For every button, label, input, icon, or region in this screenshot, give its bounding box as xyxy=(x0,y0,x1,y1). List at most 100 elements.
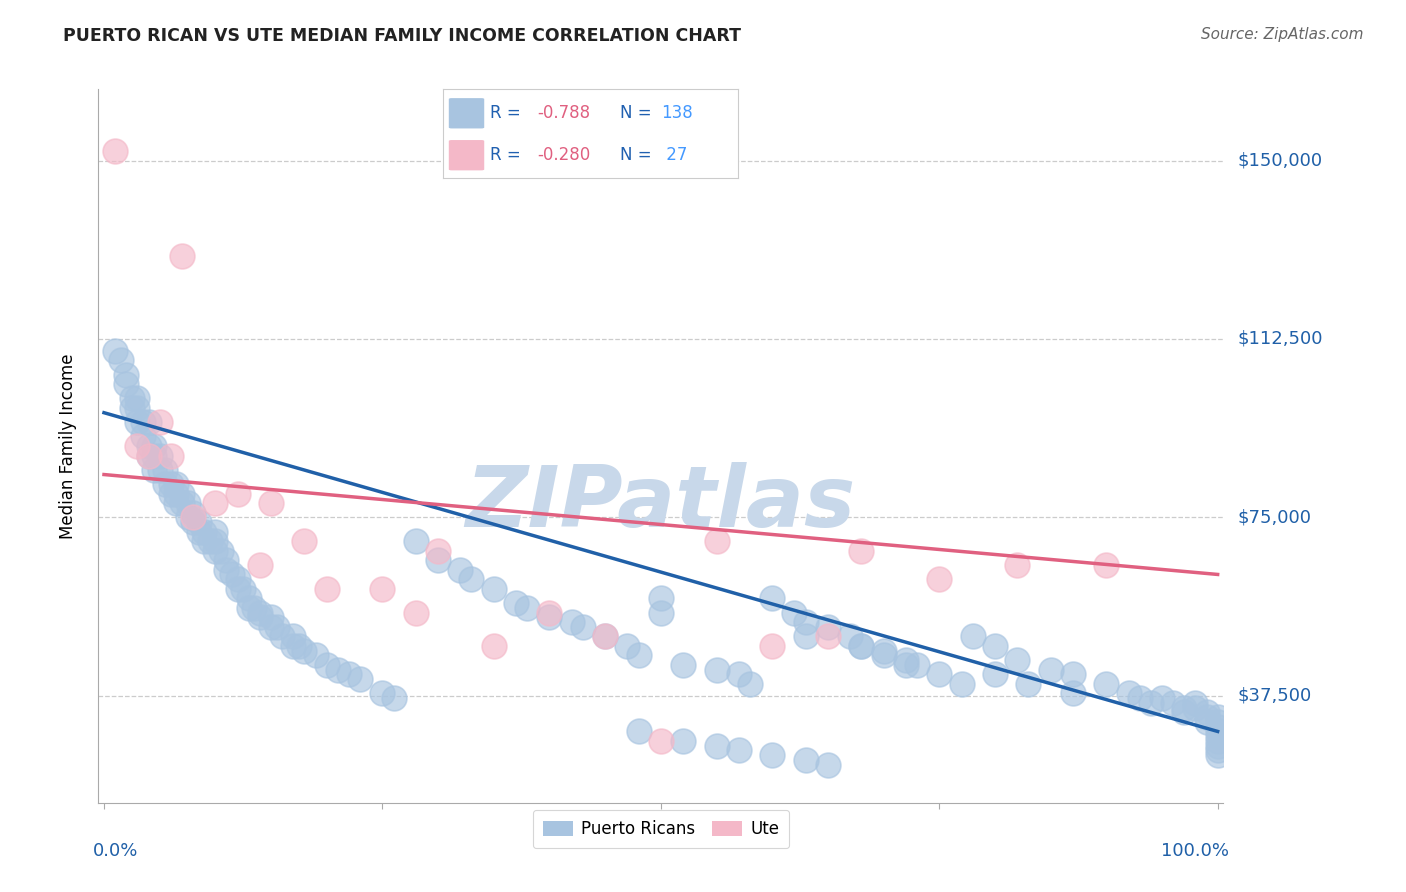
Point xyxy=(1062,667,1084,681)
Point xyxy=(204,543,226,558)
Point xyxy=(950,677,973,691)
Point xyxy=(593,629,616,643)
Text: $75,000: $75,000 xyxy=(1237,508,1312,526)
Text: PUERTO RICAN VS UTE MEDIAN FAMILY INCOME CORRELATION CHART: PUERTO RICAN VS UTE MEDIAN FAMILY INCOME… xyxy=(63,27,741,45)
Point xyxy=(894,657,917,672)
Point xyxy=(127,415,149,429)
Point xyxy=(427,543,450,558)
Point xyxy=(505,596,527,610)
Text: 27: 27 xyxy=(661,146,688,164)
Point xyxy=(176,510,198,524)
Point xyxy=(984,667,1007,681)
Point xyxy=(1118,686,1140,700)
Point xyxy=(143,463,166,477)
Point xyxy=(1206,734,1229,748)
Point xyxy=(266,620,288,634)
Point xyxy=(349,672,371,686)
Point xyxy=(1206,729,1229,743)
Point xyxy=(170,249,193,263)
Point xyxy=(538,610,561,624)
Point xyxy=(516,600,538,615)
Point xyxy=(181,506,204,520)
Point xyxy=(650,606,672,620)
Point xyxy=(138,449,160,463)
Point xyxy=(121,392,143,406)
Point xyxy=(104,343,127,358)
Point xyxy=(159,477,181,491)
Point xyxy=(371,582,394,596)
Point xyxy=(1173,700,1195,714)
Point xyxy=(405,606,427,620)
Point xyxy=(149,449,172,463)
Point xyxy=(165,477,187,491)
Point xyxy=(170,496,193,510)
Point xyxy=(260,620,283,634)
Point xyxy=(1173,706,1195,720)
Point xyxy=(271,629,294,643)
Point xyxy=(1039,663,1062,677)
Point xyxy=(1206,739,1229,753)
FancyBboxPatch shape xyxy=(449,140,484,170)
Point xyxy=(794,615,817,629)
Point xyxy=(165,486,187,500)
Point xyxy=(1195,714,1218,729)
Point xyxy=(382,691,405,706)
Point xyxy=(449,563,471,577)
Point xyxy=(1195,710,1218,724)
Point xyxy=(1184,700,1206,714)
Point xyxy=(288,639,311,653)
Point xyxy=(249,610,271,624)
Point xyxy=(132,429,155,443)
Point xyxy=(260,610,283,624)
Point xyxy=(127,392,149,406)
Point xyxy=(326,663,349,677)
Point xyxy=(572,620,595,634)
Point xyxy=(315,582,337,596)
Point xyxy=(427,553,450,567)
Point xyxy=(149,415,172,429)
Point xyxy=(249,606,271,620)
Point xyxy=(727,667,749,681)
Point xyxy=(1095,677,1118,691)
Text: N =: N = xyxy=(620,146,657,164)
Point xyxy=(538,606,561,620)
Point xyxy=(738,677,761,691)
Point xyxy=(905,657,928,672)
Point xyxy=(115,377,138,392)
Legend: Puerto Ricans, Ute: Puerto Ricans, Ute xyxy=(533,810,789,848)
Point xyxy=(872,648,894,663)
Point xyxy=(138,415,160,429)
Point xyxy=(650,734,672,748)
Point xyxy=(1206,743,1229,757)
Point xyxy=(706,663,728,677)
Point xyxy=(1129,691,1152,706)
Point xyxy=(260,496,283,510)
FancyBboxPatch shape xyxy=(449,98,484,128)
Point xyxy=(165,496,187,510)
Text: $112,500: $112,500 xyxy=(1237,330,1323,348)
Point xyxy=(460,572,482,586)
Point xyxy=(187,524,209,539)
Point xyxy=(104,144,127,158)
Point xyxy=(1206,748,1229,763)
Point xyxy=(181,515,204,529)
Point xyxy=(616,639,638,653)
Point xyxy=(143,449,166,463)
Point xyxy=(115,368,138,382)
Text: $150,000: $150,000 xyxy=(1237,152,1322,169)
Point xyxy=(1005,653,1028,667)
Point xyxy=(761,639,783,653)
Point xyxy=(794,629,817,643)
Point xyxy=(1195,706,1218,720)
Point xyxy=(371,686,394,700)
Point xyxy=(894,653,917,667)
Point xyxy=(204,496,226,510)
Point xyxy=(226,486,249,500)
Point xyxy=(209,543,232,558)
Point xyxy=(672,657,695,672)
Text: 0.0%: 0.0% xyxy=(93,842,138,860)
Point xyxy=(627,724,650,739)
Point xyxy=(221,567,243,582)
Point xyxy=(561,615,583,629)
Text: $37,500: $37,500 xyxy=(1237,687,1312,705)
